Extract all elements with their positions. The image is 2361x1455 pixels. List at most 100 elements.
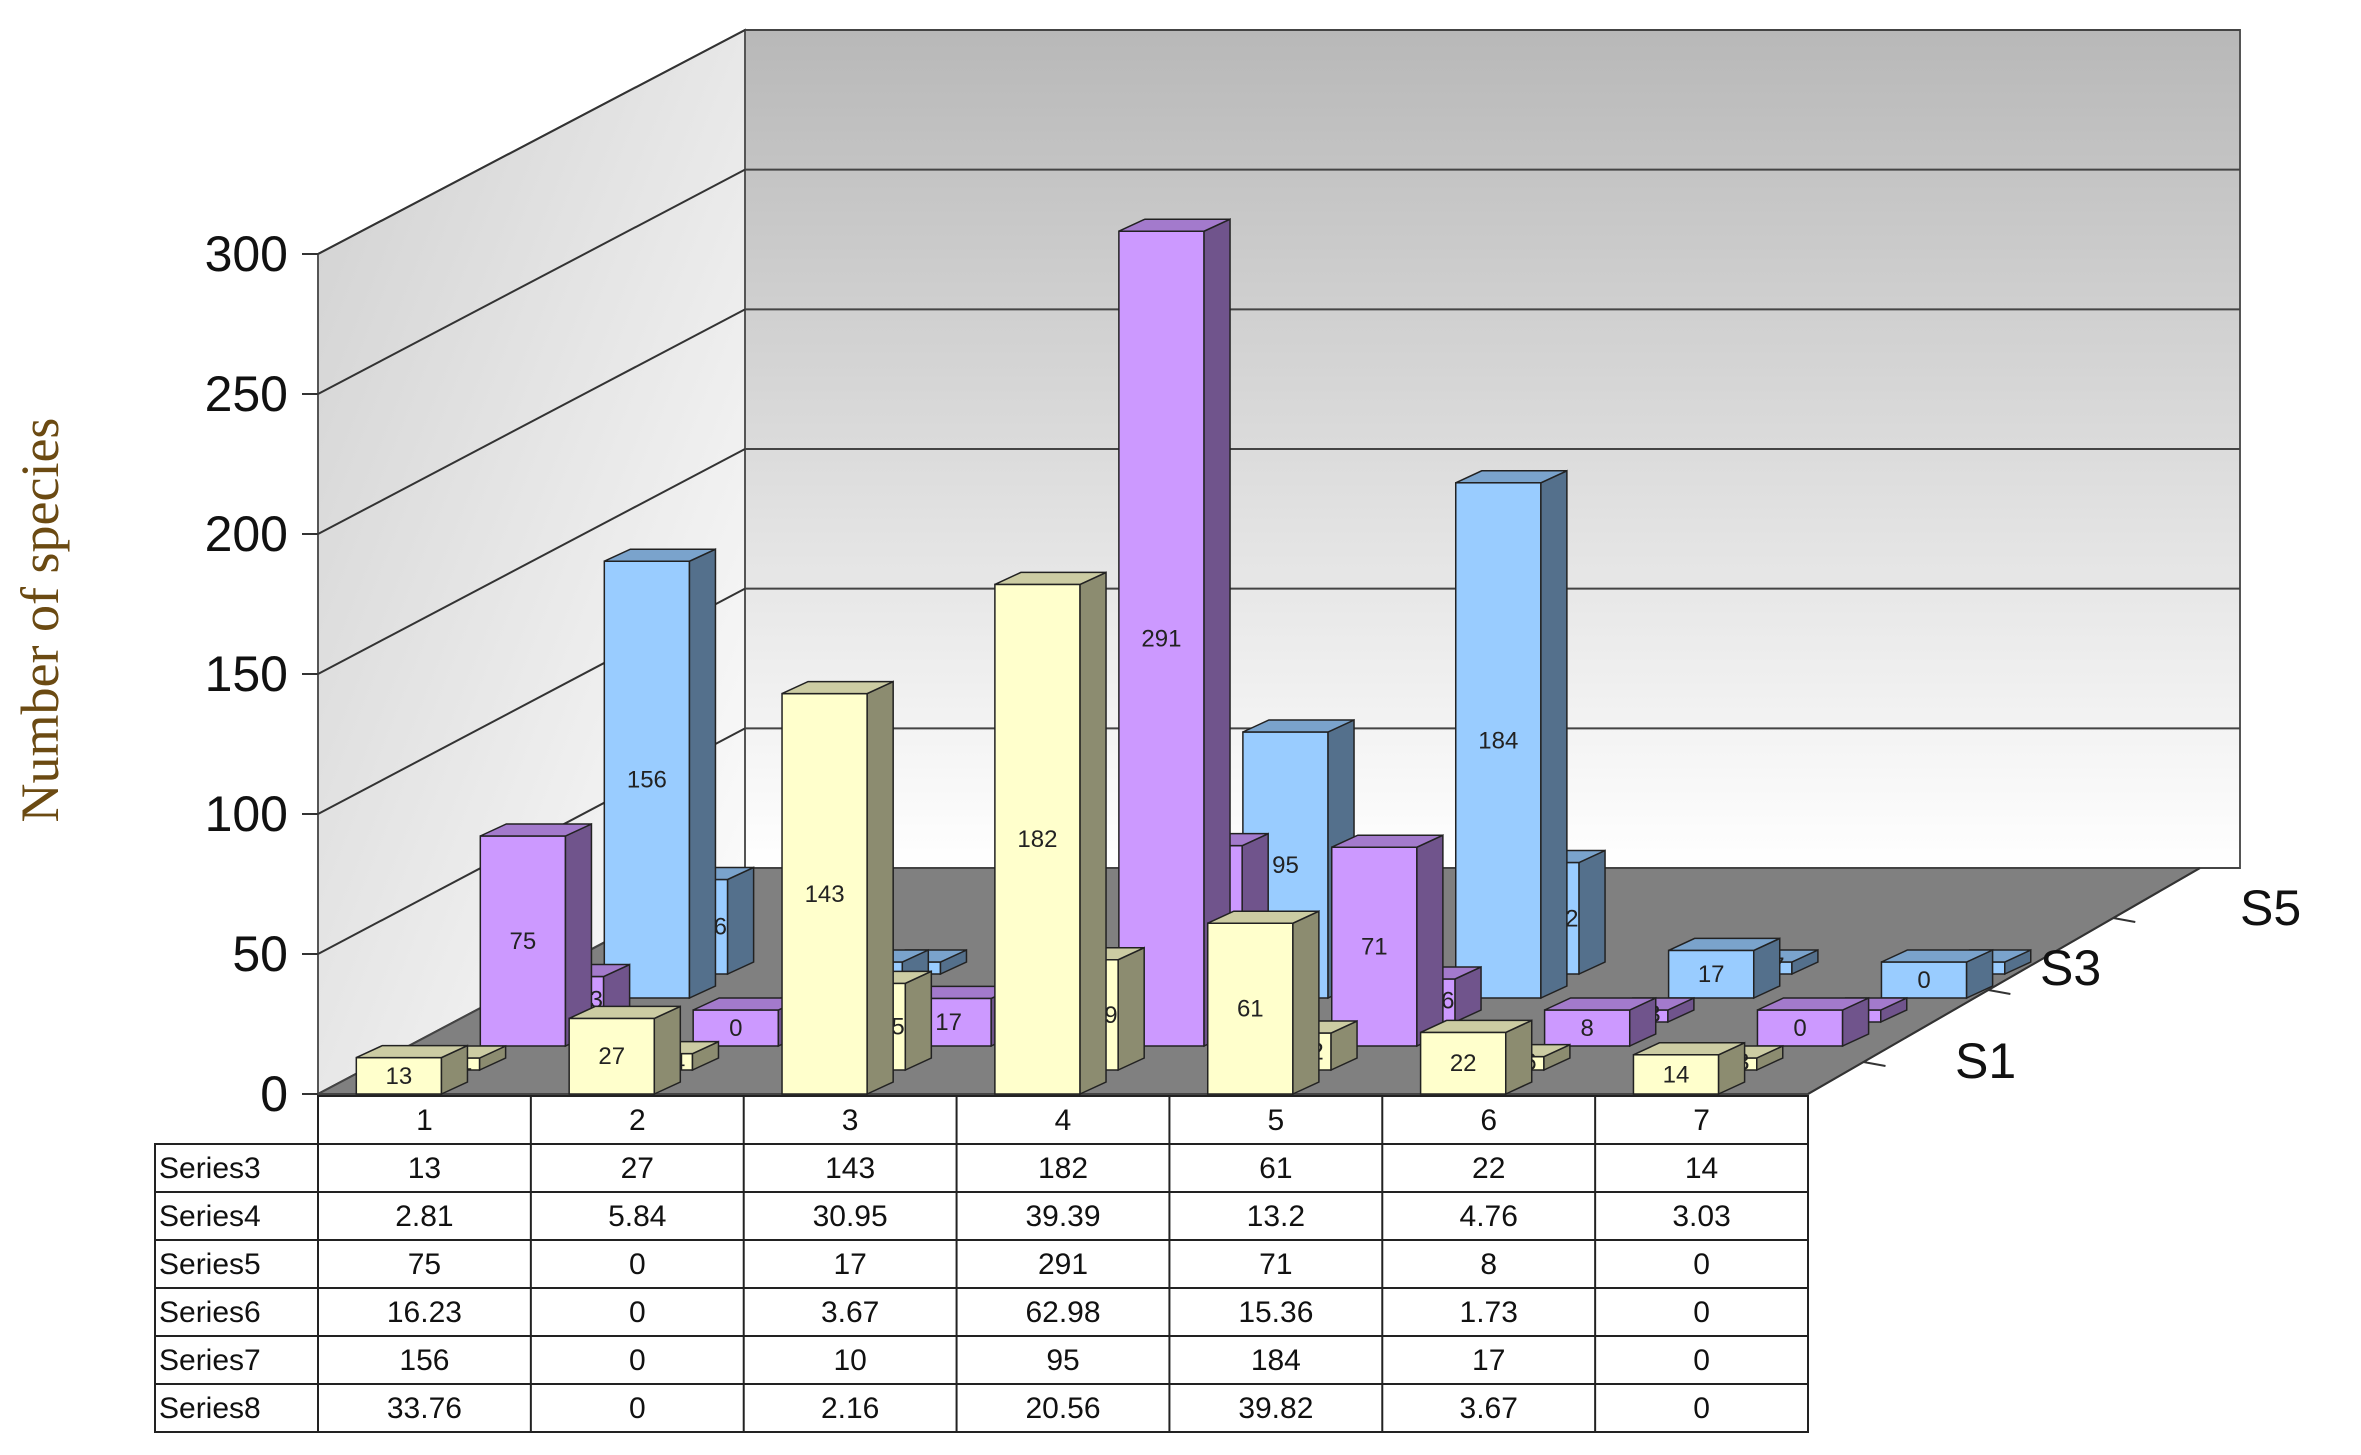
bar-data-label: 17 xyxy=(935,1009,962,1036)
x-category-label: 1 xyxy=(416,1104,433,1137)
table-cell: 3.03 xyxy=(1672,1200,1730,1233)
bar-series5-6: 8 xyxy=(1543,996,1657,1048)
table-cell: 8 xyxy=(1480,1248,1497,1281)
bar-series7-7: 0 xyxy=(1880,948,1994,1000)
gridline-side xyxy=(317,308,746,535)
depth-tick-mark xyxy=(1863,1061,1886,1067)
y-tick-label: 0 xyxy=(260,1066,288,1122)
x-category-label: 4 xyxy=(1055,1104,1072,1137)
table-cell: 2.81 xyxy=(395,1200,453,1233)
table-cell: 184 xyxy=(1251,1344,1301,1377)
bar-series3-1: 13 xyxy=(355,1044,469,1096)
depth-label-s3: S3 xyxy=(2040,940,2101,996)
table-cell: 182 xyxy=(1038,1152,1088,1185)
table-cell: 10 xyxy=(833,1344,866,1377)
bar-series5-4: 291 xyxy=(1118,218,1231,1048)
table-cell: 27 xyxy=(621,1152,654,1185)
table-row-name: Series4 xyxy=(159,1200,261,1233)
table-cell: 3.67 xyxy=(1460,1392,1518,1425)
table-cell: 95 xyxy=(1046,1344,1079,1377)
table-cell: 4.76 xyxy=(1460,1200,1518,1233)
table-cell: 22 xyxy=(1472,1152,1505,1185)
table-row xyxy=(154,1239,1809,1289)
table-cell: 39.39 xyxy=(1025,1200,1100,1233)
table-cell: 0 xyxy=(629,1392,646,1425)
table-cell: 61 xyxy=(1259,1152,1292,1185)
table-cell: 20.56 xyxy=(1025,1392,1100,1425)
table-row-name: Series8 xyxy=(159,1392,261,1425)
bar-data-label: 182 xyxy=(1017,826,1057,853)
bar-data-label: 184 xyxy=(1478,727,1518,754)
bar-series3-6: 22 xyxy=(1419,1019,1533,1096)
table-cell: 16.23 xyxy=(387,1296,462,1329)
table-cell: 0 xyxy=(1693,1344,1710,1377)
table-cell: 75 xyxy=(408,1248,441,1281)
gridline-side xyxy=(317,168,746,395)
y-tick-label: 300 xyxy=(205,226,288,282)
bar-data-label: 75 xyxy=(510,928,537,955)
bar-data-label: 8 xyxy=(1580,1015,1593,1042)
bar-data-label: 156 xyxy=(627,767,667,794)
table-cell: 0 xyxy=(629,1248,646,1281)
gridline-side xyxy=(317,448,746,675)
table-cell: 143 xyxy=(825,1152,875,1185)
depth-tick-mark xyxy=(2113,917,2136,923)
bar-series3-5: 61 xyxy=(1206,910,1320,1096)
table-row-name: Series5 xyxy=(159,1248,261,1281)
table-cell: 0 xyxy=(1693,1248,1710,1281)
table-cell: 13 xyxy=(408,1152,441,1185)
bar-data-label: 0 xyxy=(1793,1015,1806,1042)
table-cell: 13.2 xyxy=(1247,1200,1305,1233)
bar-series7-5: 184 xyxy=(1454,469,1568,1000)
table-cell: 33.76 xyxy=(387,1392,462,1425)
bar-series5-1: 75 xyxy=(479,822,593,1048)
x-category-label: 2 xyxy=(629,1104,646,1137)
x-category-label: 3 xyxy=(842,1104,859,1137)
y-tick-label: 250 xyxy=(205,366,288,422)
table-cell: 17 xyxy=(1472,1344,1505,1377)
table-cell: 17 xyxy=(833,1248,866,1281)
y-axis-title: Number of species xyxy=(10,418,70,823)
bar-data-label: 27 xyxy=(598,1043,625,1070)
bar-data-label: 291 xyxy=(1141,626,1181,653)
bar-data-label: 71 xyxy=(1361,934,1388,961)
bar-data-label: 0 xyxy=(729,1015,742,1042)
bar-series5-7: 0 xyxy=(1756,996,1870,1048)
bar-data-label: 143 xyxy=(805,881,845,908)
y-tick-label: 100 xyxy=(205,786,288,842)
bar-series3-2: 27 xyxy=(568,1005,682,1096)
table-cell: 71 xyxy=(1259,1248,1292,1281)
x-category-label: 5 xyxy=(1268,1104,1285,1137)
x-category-label: 7 xyxy=(1693,1104,1710,1137)
depth-axis-line xyxy=(1807,867,2201,1095)
table-cell: 291 xyxy=(1038,1248,1088,1281)
table-cell: 62.98 xyxy=(1025,1296,1100,1329)
bar-data-label: 61 xyxy=(1237,996,1264,1023)
bar-series5-5: 71 xyxy=(1330,834,1444,1048)
table-cell: 2.16 xyxy=(821,1392,879,1425)
table-cell: 0 xyxy=(1693,1392,1710,1425)
y-tick-label: 200 xyxy=(205,506,288,562)
bar-data-label: 13 xyxy=(386,1063,413,1090)
depth-label-s5: S5 xyxy=(2240,880,2301,936)
table-cell: 3.67 xyxy=(821,1296,879,1329)
table-cell: 5.84 xyxy=(608,1200,666,1233)
y-tick-label: 150 xyxy=(205,646,288,702)
bar-series7-6: 17 xyxy=(1667,937,1781,1000)
table-row-name: Series7 xyxy=(159,1344,261,1377)
bar-series3-7: 14 xyxy=(1632,1041,1746,1096)
bar-data-label: 14 xyxy=(1663,1061,1690,1088)
bar-series7-1: 156 xyxy=(603,548,717,1000)
x-category-label: 6 xyxy=(1480,1104,1497,1137)
depth-tick-mark xyxy=(1988,989,2011,995)
gridline-side xyxy=(317,29,746,255)
depth-label-s1: S1 xyxy=(1955,1033,2016,1089)
table-row-name: Series6 xyxy=(159,1296,261,1329)
table-cell: 1.73 xyxy=(1460,1296,1518,1329)
bar-data-label: 0 xyxy=(1917,967,1930,994)
table-cell: 0 xyxy=(1693,1296,1710,1329)
table-cell: 39.82 xyxy=(1238,1392,1313,1425)
axes-layer: 0 50 100 150 200 250 300 S1 S3 S5 xyxy=(205,226,2302,1122)
